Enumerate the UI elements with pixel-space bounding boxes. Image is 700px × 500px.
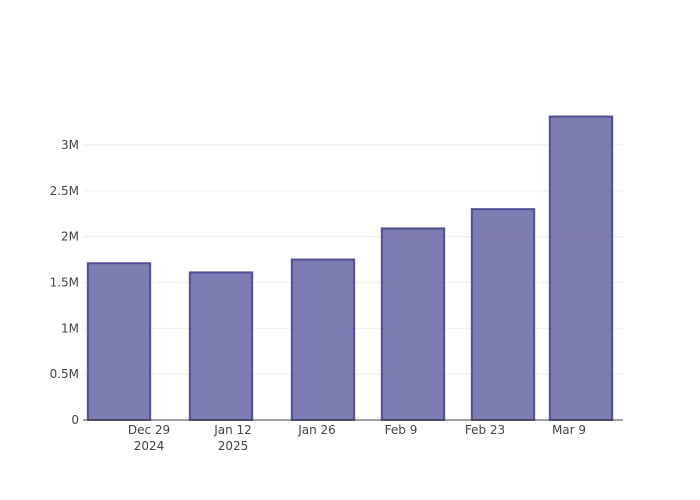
bar [86, 262, 152, 421]
y-tick-label: 0 [71, 413, 79, 427]
y-tick-label: 2M [61, 230, 79, 244]
x-tick-label: Feb 9 [385, 423, 418, 437]
x-tick-label: Feb 23 [465, 423, 505, 437]
bar [548, 115, 614, 421]
bar [380, 227, 446, 421]
bar [470, 208, 536, 421]
x-tick-label: Jan 26 [297, 423, 336, 437]
y-tick-label: 2.5M [50, 184, 79, 198]
bar [290, 258, 356, 421]
bar [188, 271, 254, 422]
y-tick-label: 1.5M [50, 275, 79, 289]
x-tick-label: Jan 12 2025 [213, 423, 252, 453]
y-tick-label: 3M [61, 138, 79, 152]
y-tick-label: 0.5M [50, 367, 79, 381]
x-tick-label: Dec 29 2024 [128, 423, 170, 453]
y-tick-label: 1M [61, 321, 79, 335]
x-tick-label: Mar 9 [552, 423, 586, 437]
